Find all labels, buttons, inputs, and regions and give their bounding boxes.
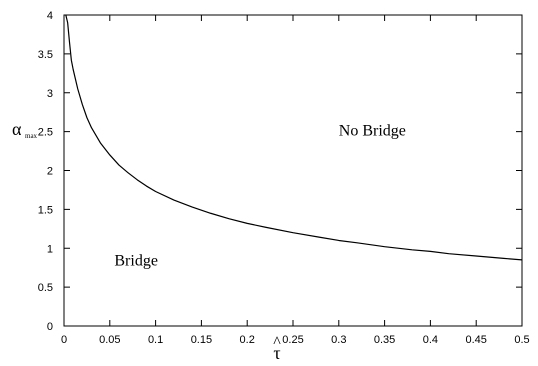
y-tick-label: 2 <box>47 166 53 178</box>
y-tick-label: 3 <box>47 88 53 100</box>
plot-frame <box>63 14 523 327</box>
x-tick-label: 0.2 <box>240 334 255 346</box>
tick-labels: 0 0.05 0.1 0.15 0.2 0.25 0.3 0.35 0.4 0.45 0.5 0 0.5… <box>38 10 530 346</box>
x-tick-label: 0.15 <box>191 334 212 346</box>
region-label: No Bridge <box>339 123 406 140</box>
x-tick-label: 0.4 <box>423 334 438 346</box>
x-tick-label: 0.1 <box>148 334 163 346</box>
y-tick-label: 1.5 <box>38 204 53 216</box>
x-tick-label: 0.3 <box>331 334 346 346</box>
x-tick-label: 0.5 <box>514 334 529 346</box>
x-tick-label: 0.45 <box>465 334 486 346</box>
y-tick-label: 0 <box>47 321 53 333</box>
y-axis-label-main: α <box>12 119 22 139</box>
annotations: No Bridge Bridge <box>114 123 406 270</box>
region-label: Bridge <box>114 252 158 269</box>
y-axis-label: α max <box>12 119 38 140</box>
y-axis-label-subscript: max <box>25 132 38 140</box>
series-line <box>65 14 523 261</box>
x-axis-label: τ ^ <box>273 334 281 363</box>
x-axis-label-main: τ <box>273 343 280 363</box>
y-tick-label: 4 <box>47 10 53 22</box>
x-tick-label: 0.05 <box>99 334 120 346</box>
y-tick-label: 1 <box>47 243 53 255</box>
y-tick-label: 3.5 <box>38 49 53 61</box>
y-tick-label: 0.5 <box>38 282 53 294</box>
ticks <box>63 14 523 327</box>
x-axis-label-hat: ^ <box>273 334 281 351</box>
x-tick-label: 0 <box>61 334 67 346</box>
series <box>65 14 523 261</box>
x-tick-label: 0.35 <box>374 334 395 346</box>
x-tick-label: 0.25 <box>282 334 303 346</box>
y-tick-label: 2.5 <box>38 127 53 139</box>
